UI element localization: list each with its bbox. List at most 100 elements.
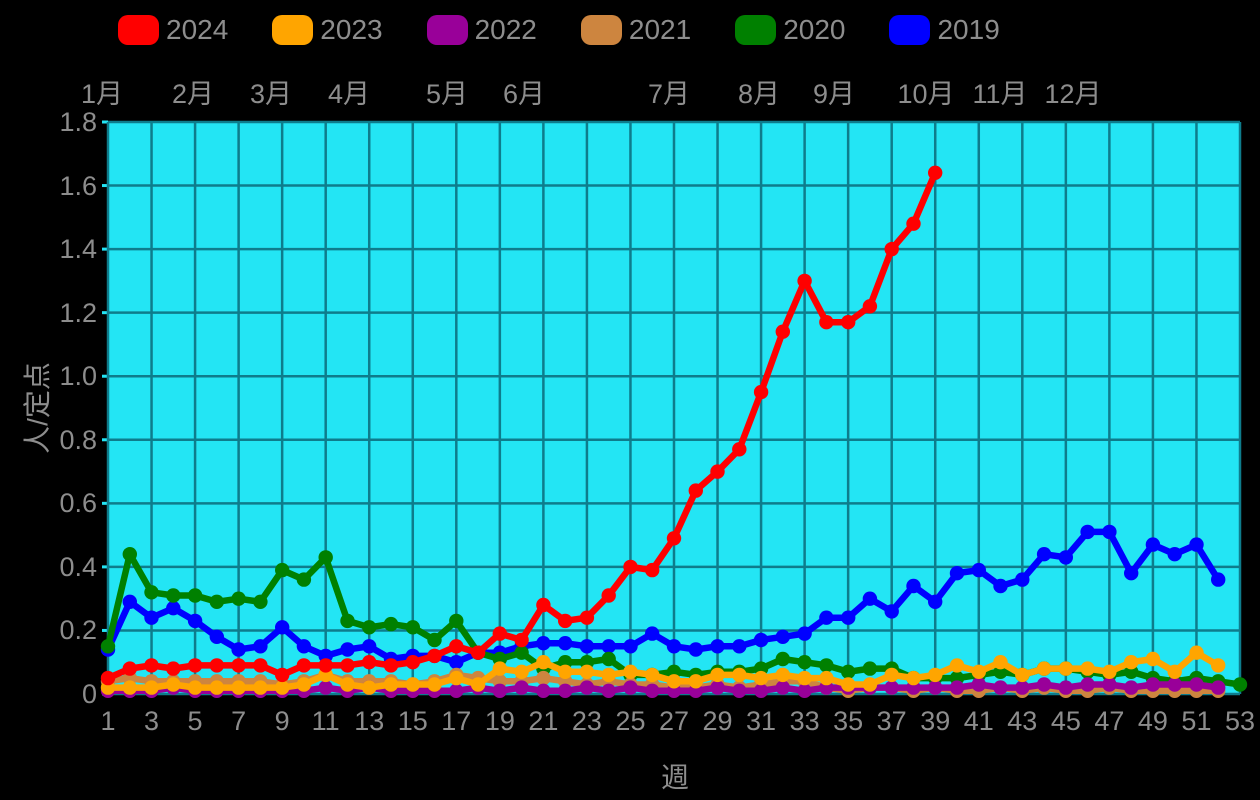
legend-item-2021: 2021 xyxy=(580,14,691,46)
x-tick-label-1: 1 xyxy=(100,706,116,736)
series-2023-point xyxy=(122,680,137,695)
month-label-2: 2月 xyxy=(171,79,215,109)
series-2023-point xyxy=(906,670,921,686)
series-2022-point xyxy=(1080,677,1095,692)
series-2024-point xyxy=(427,648,442,664)
series-2023-line xyxy=(104,649,1222,691)
series-2023-point xyxy=(166,677,181,692)
series-2023-point xyxy=(1167,664,1182,679)
legend-swatch-2024 xyxy=(118,15,159,45)
y-tick-mark xyxy=(102,247,108,251)
series-2019-point xyxy=(209,629,224,644)
x-axis-title: 週 xyxy=(660,762,689,793)
series-2024-point xyxy=(601,588,616,603)
series-2020-point xyxy=(253,594,268,609)
y-tick-mark xyxy=(102,565,108,569)
y-tick-mark xyxy=(102,120,108,124)
x-tick-label-11: 11 xyxy=(311,706,340,736)
x-tick-label-19: 19 xyxy=(484,706,515,736)
series-2020-point xyxy=(819,658,834,673)
month-label-6: 6月 xyxy=(502,79,546,109)
series-2020-point xyxy=(122,547,137,562)
series-2024-point xyxy=(166,661,181,676)
series-2020-point xyxy=(405,620,420,635)
series-2023-point xyxy=(710,667,725,683)
x-tick-label-17: 17 xyxy=(441,706,472,736)
series-2024-point xyxy=(928,165,943,180)
series-2022-point xyxy=(645,683,660,698)
series-2022-point xyxy=(1167,677,1182,692)
series-2019-point xyxy=(666,639,682,654)
series-2019-point xyxy=(775,629,790,644)
series-2022-point xyxy=(318,680,333,695)
series-2019-point xyxy=(1102,524,1117,540)
legend-item-2022: 2022 xyxy=(426,14,537,46)
month-label-11: 11月 xyxy=(972,79,1028,109)
series-2020-point xyxy=(209,594,224,609)
legend-label: 2023 xyxy=(320,14,383,45)
series-2023-point xyxy=(1015,667,1030,683)
series-2020-point xyxy=(362,620,377,635)
series-2019-point xyxy=(949,566,965,581)
series-2022-point xyxy=(928,680,943,695)
series-2019-point xyxy=(971,562,986,578)
series-2022-point xyxy=(971,677,986,692)
series-2019-line xyxy=(104,528,1222,666)
series-2019-point xyxy=(166,601,181,616)
series-2023-point xyxy=(470,677,486,692)
series-2019-point xyxy=(340,642,355,657)
series-2020-point xyxy=(187,588,203,603)
series-2023-point xyxy=(928,667,943,683)
y-tick-label-0: 0 xyxy=(81,679,97,709)
series-2024-point xyxy=(122,661,137,676)
series-2023-point xyxy=(383,677,399,692)
x-tick-label-43: 43 xyxy=(1007,706,1038,736)
series-2022-point xyxy=(449,683,464,698)
series-2023-point xyxy=(209,680,224,695)
legend-swatch-2022 xyxy=(426,15,468,45)
series-2019-point xyxy=(253,639,268,654)
series-2019-point xyxy=(819,610,834,625)
series-2023-point xyxy=(275,680,290,695)
series-2024-point xyxy=(383,658,399,673)
series-2022-point xyxy=(1036,677,1052,692)
series-2024-point xyxy=(645,562,660,578)
series-2022-point xyxy=(623,680,638,695)
series-2023-point xyxy=(797,670,812,686)
series-2020-point xyxy=(340,613,355,629)
series-2024-point xyxy=(100,670,116,686)
series-2023-point xyxy=(340,677,355,692)
series-2020-point xyxy=(514,645,529,660)
series-2022-line xyxy=(104,681,1222,695)
series-2023-point xyxy=(971,664,986,679)
series-2021-point xyxy=(536,670,551,686)
series-2019-point xyxy=(862,591,878,606)
y-tick-label-1.4: 1.4 xyxy=(59,234,97,265)
series-2022-point xyxy=(710,680,725,695)
y-tick-label-1.0: 1.0 xyxy=(59,361,97,392)
y-tick-label-0.8: 0.8 xyxy=(59,424,97,455)
series-2019-point xyxy=(753,632,769,648)
series-2022-point xyxy=(949,680,965,695)
y-tick-label-1.2: 1.2 xyxy=(59,297,97,328)
series-2023-point xyxy=(405,677,420,692)
month-label-1: 1月 xyxy=(80,79,124,109)
y-tick-mark xyxy=(102,184,108,188)
series-2024-point xyxy=(906,216,921,231)
series-2023-point xyxy=(753,670,769,686)
series-2019-point xyxy=(296,639,312,654)
series-2022-point xyxy=(884,680,899,695)
series-2022-point xyxy=(558,683,573,698)
series-2020-point xyxy=(144,585,159,600)
series-2024-point xyxy=(492,626,507,641)
x-tick-label-47: 47 xyxy=(1094,706,1125,736)
month-label-8: 8月 xyxy=(737,79,781,109)
series-2023-point xyxy=(775,667,790,683)
month-label-7: 7月 xyxy=(647,79,691,109)
series-2022-point xyxy=(775,680,790,695)
y-tick-mark xyxy=(102,374,108,378)
y-tick-mark xyxy=(102,501,108,505)
series-2024-point xyxy=(340,658,355,673)
series-2023-point xyxy=(492,661,507,676)
